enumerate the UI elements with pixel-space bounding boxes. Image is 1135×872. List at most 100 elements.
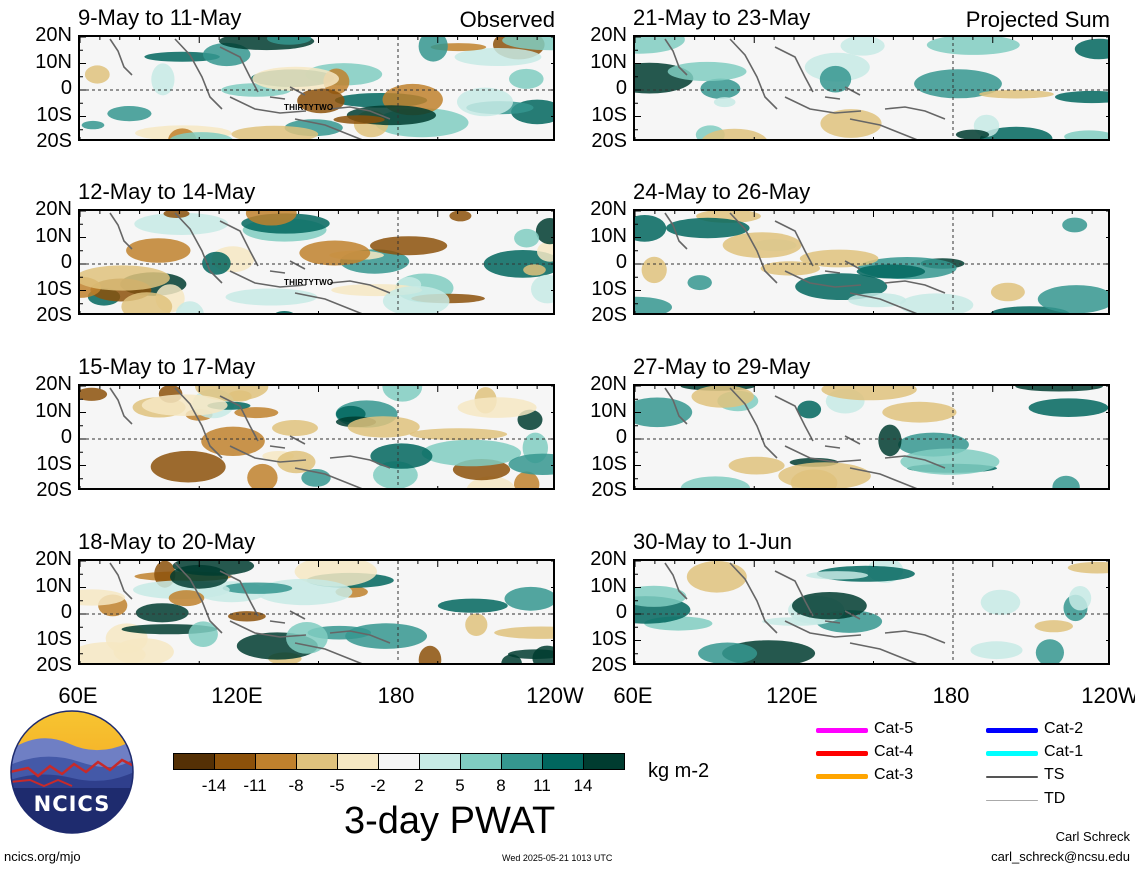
pwat-anomaly	[797, 400, 822, 419]
pwat-anomaly	[1028, 398, 1108, 417]
pwat-anomaly	[141, 394, 228, 416]
colorbar-tick-label: 14	[573, 776, 593, 795]
pwat-anomaly	[882, 401, 957, 423]
lat-label: 20N	[590, 548, 627, 570]
lat-label: 0	[615, 251, 627, 273]
colorbar-tick-label: -11	[243, 776, 267, 795]
pwat-anomaly	[722, 232, 802, 258]
pwat-anomaly	[508, 453, 553, 475]
lat-label: 10S	[36, 277, 72, 300]
footer-email[interactable]: carl_schreck@ncsu.edu	[991, 849, 1130, 864]
lat-label: 20N	[590, 24, 627, 46]
pwat-field	[635, 211, 1108, 313]
pwat-anomaly	[680, 476, 750, 488]
pwat-anomaly	[914, 69, 1002, 99]
lat-label: 0	[60, 251, 72, 273]
pwat-anomaly	[531, 274, 553, 304]
pwat-anomaly	[272, 420, 318, 436]
pwat-anomaly	[225, 288, 318, 306]
track-legend-label: Cat-5	[874, 720, 914, 737]
pwat-anomaly	[134, 212, 229, 235]
pwat-anomaly	[821, 386, 917, 401]
coastline	[664, 387, 946, 488]
pwat-anomaly	[686, 561, 747, 593]
coastline	[109, 387, 391, 488]
pwat-anomaly	[126, 238, 191, 263]
lon-label: 120W	[526, 683, 584, 708]
colorbar-units: kg m-2	[648, 760, 710, 782]
pwat-anomaly	[509, 68, 544, 89]
colorbar-swatch	[542, 753, 584, 770]
track-legend-line	[986, 800, 1038, 801]
pwat-anomaly	[698, 642, 758, 663]
lat-label: 20N	[35, 373, 72, 395]
pwat-anomaly	[449, 211, 472, 222]
lat-label: 0	[615, 426, 627, 448]
pwat-anomaly	[856, 264, 926, 279]
pwat-field	[80, 37, 553, 139]
pwat-field	[635, 386, 1108, 488]
pwat-anomaly	[150, 450, 226, 483]
lat-label: 10S	[591, 277, 627, 300]
pwat-anomaly	[635, 397, 693, 428]
track-legend-line	[986, 728, 1038, 733]
pwat-anomaly	[465, 613, 488, 636]
track-legend-label: Cat-1	[1044, 743, 1084, 760]
pwat-map	[78, 35, 555, 141]
pwat-map	[633, 35, 1110, 141]
pwat-anomaly	[418, 37, 448, 62]
pwat-anomaly	[175, 301, 204, 313]
pwat-anomaly	[168, 590, 205, 607]
colorbar-swatch	[296, 753, 338, 770]
pwat-anomaly	[80, 387, 108, 401]
pwat-anomaly	[135, 603, 189, 623]
lat-label: 0	[615, 77, 627, 99]
track-legend-line	[986, 751, 1038, 756]
lat-label: 10N	[590, 224, 627, 247]
pwat-anomaly	[297, 88, 345, 114]
pwat-anomaly	[245, 211, 297, 226]
colorbar-title: 3-day PWAT	[344, 800, 556, 842]
track-legend-label: TD	[1044, 790, 1066, 807]
colorbar-tick-label: -8	[288, 776, 304, 795]
lon-label: 180	[377, 683, 415, 708]
footer-author: Carl Schreck	[1055, 829, 1130, 844]
pwat-anomaly	[635, 37, 685, 54]
pwat-anomaly	[820, 109, 882, 138]
panel-title: 24-May to 26-May	[633, 179, 811, 204]
colorbar-swatch	[255, 753, 297, 770]
colorbar-swatch	[214, 753, 256, 770]
lat-label: 10S	[591, 452, 627, 475]
pwat-anomaly	[990, 282, 1025, 302]
colorbar-swatch	[583, 753, 625, 770]
lon-label: 120W	[1081, 683, 1135, 708]
pwat-anomaly	[535, 218, 553, 245]
pwat-anomaly	[790, 469, 838, 488]
pwat-anomaly	[437, 598, 508, 613]
panel-title: 27-May to 29-May	[633, 354, 811, 379]
pwat-anomaly	[222, 582, 293, 594]
pwat-anomaly	[333, 115, 385, 124]
colorbar-swatch	[337, 753, 379, 770]
pwat-anomaly	[347, 416, 420, 438]
pwat-anomaly	[151, 63, 175, 96]
pwat-anomaly	[201, 426, 265, 456]
pwat-anomaly	[537, 241, 553, 262]
track-legend-label: Cat-3	[874, 766, 914, 783]
panel-tag: Projected Sum	[965, 7, 1110, 32]
pwat-anomaly	[454, 48, 542, 66]
pwat-anomaly	[507, 649, 553, 659]
pwat-anomaly	[1064, 130, 1108, 139]
pwat-anomaly	[494, 626, 553, 639]
pwat-anomaly	[641, 256, 667, 284]
lat-label: 0	[60, 426, 72, 448]
panel-title: 15-May to 17-May	[78, 354, 256, 379]
pwat-anomaly	[370, 443, 433, 469]
ncics-logo[interactable]: NCICS	[10, 710, 134, 834]
pwat-field	[80, 211, 553, 313]
pwat-anomaly	[504, 586, 553, 611]
pwat-anomaly	[691, 386, 754, 408]
colorbar-tick-label: 2	[414, 776, 424, 795]
pwat-anomaly	[80, 589, 125, 606]
footer-url[interactable]: ncics.org/mjo	[4, 849, 81, 864]
